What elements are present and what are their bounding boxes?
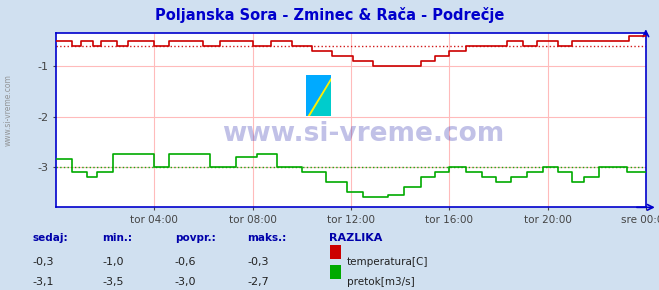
Polygon shape bbox=[310, 81, 331, 116]
Text: maks.:: maks.: bbox=[247, 233, 287, 243]
Text: RAZLIKA: RAZLIKA bbox=[330, 233, 383, 243]
Text: -0,3: -0,3 bbox=[247, 257, 269, 267]
Text: sedaj:: sedaj: bbox=[33, 233, 69, 243]
Text: -3,0: -3,0 bbox=[175, 277, 196, 287]
Text: -1,0: -1,0 bbox=[102, 257, 124, 267]
Text: www.si-vreme.com: www.si-vreme.com bbox=[3, 74, 13, 146]
Text: min.:: min.: bbox=[102, 233, 132, 243]
Text: -3,5: -3,5 bbox=[102, 277, 124, 287]
Text: pretok[m3/s]: pretok[m3/s] bbox=[347, 277, 415, 287]
Text: -3,1: -3,1 bbox=[33, 277, 55, 287]
Text: povpr.:: povpr.: bbox=[175, 233, 215, 243]
Text: -0,3: -0,3 bbox=[33, 257, 55, 267]
Polygon shape bbox=[306, 75, 331, 116]
Text: temperatura[C]: temperatura[C] bbox=[347, 257, 428, 267]
Text: -0,6: -0,6 bbox=[175, 257, 196, 267]
Text: Poljanska Sora - Zminec & Rača - Podrečje: Poljanska Sora - Zminec & Rača - Podrečj… bbox=[155, 7, 504, 23]
Text: www.si-vreme.com: www.si-vreme.com bbox=[221, 121, 504, 147]
Polygon shape bbox=[306, 75, 331, 116]
Text: -2,7: -2,7 bbox=[247, 277, 269, 287]
